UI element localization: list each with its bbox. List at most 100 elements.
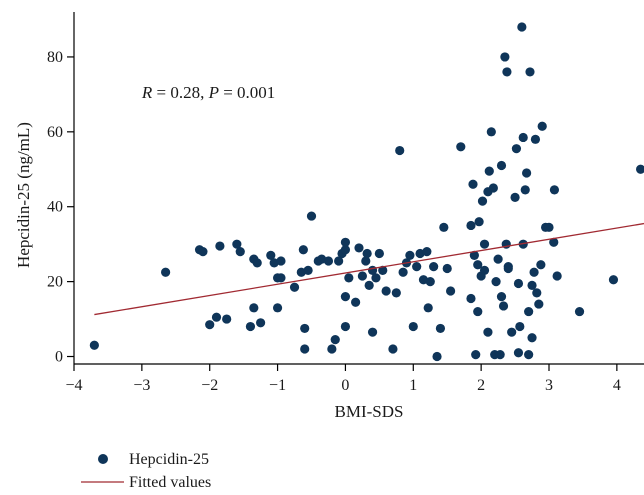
scatter-points xyxy=(89,22,644,362)
data-point xyxy=(303,265,313,275)
x-tick-label: 3 xyxy=(545,377,553,394)
data-point xyxy=(498,301,509,311)
y-axis-title: Hepcidin-25 (ng/mL) xyxy=(14,122,33,268)
data-point xyxy=(388,344,398,354)
data-point xyxy=(161,267,171,277)
data-point xyxy=(344,273,354,283)
data-point xyxy=(486,127,496,137)
data-point xyxy=(549,185,560,195)
data-point xyxy=(534,299,544,309)
x-axis-title: BMI-SDS xyxy=(335,402,404,421)
data-point xyxy=(513,278,524,289)
x-axis-ticks: −4 −3 −2 −1 0 1 2 3 4 xyxy=(65,364,621,394)
data-point xyxy=(439,222,449,232)
data-point xyxy=(552,271,562,281)
annotation-part: = 0.001 xyxy=(219,83,275,102)
data-point xyxy=(298,245,308,255)
data-point xyxy=(442,263,452,274)
data-point xyxy=(398,267,408,277)
data-point xyxy=(527,333,537,343)
data-point xyxy=(549,237,559,247)
data-point xyxy=(466,220,476,231)
data-point xyxy=(362,248,372,259)
data-point xyxy=(517,22,527,32)
data-point xyxy=(351,297,361,307)
data-point xyxy=(330,335,340,345)
data-point xyxy=(473,306,483,317)
data-point xyxy=(300,323,310,334)
data-point xyxy=(524,306,534,317)
legend: Hepcidin-25 Fitted values xyxy=(81,451,211,491)
data-point xyxy=(289,282,300,292)
data-point xyxy=(429,262,439,272)
x-tick-label: −4 xyxy=(65,377,82,394)
data-point xyxy=(300,344,310,354)
data-point xyxy=(469,250,479,261)
annotation-part: P xyxy=(208,83,219,102)
data-point xyxy=(473,260,483,270)
data-point xyxy=(513,348,524,358)
data-point xyxy=(503,263,513,274)
data-point xyxy=(544,222,554,232)
x-tick-label: 2 xyxy=(477,377,485,394)
data-point xyxy=(235,247,245,257)
y-tick-label: 20 xyxy=(47,274,63,291)
fitted-line xyxy=(94,222,644,316)
x-tick-label: −1 xyxy=(269,377,286,394)
data-point xyxy=(495,350,505,360)
data-point xyxy=(198,247,208,257)
data-point xyxy=(636,164,644,174)
data-point xyxy=(340,321,351,332)
data-point xyxy=(522,168,532,178)
data-point xyxy=(334,256,344,266)
data-point xyxy=(493,254,503,264)
data-point xyxy=(435,323,446,334)
data-point xyxy=(306,211,317,221)
data-point xyxy=(354,243,364,253)
y-tick-label: 0 xyxy=(55,349,63,366)
annotation-part: R xyxy=(141,83,153,102)
data-point xyxy=(205,320,215,330)
data-point xyxy=(529,267,539,277)
data-point xyxy=(511,144,522,154)
data-point xyxy=(536,260,546,270)
plot-area xyxy=(89,22,644,362)
data-point xyxy=(524,350,534,360)
data-point xyxy=(425,277,435,287)
data-point xyxy=(340,291,351,302)
data-point xyxy=(491,277,501,287)
data-point xyxy=(510,192,520,202)
data-point xyxy=(423,303,433,313)
correlation-annotation: R = 0.28, P = 0.001 xyxy=(141,83,275,102)
data-point xyxy=(232,239,242,249)
data-point xyxy=(432,351,442,362)
data-point xyxy=(502,67,512,77)
data-point xyxy=(422,247,432,257)
data-point xyxy=(266,250,276,261)
data-point xyxy=(446,286,456,296)
data-point xyxy=(364,280,374,290)
data-point xyxy=(367,327,378,337)
data-point xyxy=(215,241,225,251)
annotation-part: = 0.28, xyxy=(152,83,208,102)
y-axis-ticks: 0 20 40 60 80 xyxy=(47,49,74,366)
data-point xyxy=(272,303,283,313)
x-tick-label: −2 xyxy=(201,377,218,394)
y-tick-label: 40 xyxy=(47,199,63,216)
data-point xyxy=(530,134,541,144)
data-point xyxy=(574,306,585,317)
data-point xyxy=(408,321,418,332)
y-tick-label: 80 xyxy=(47,49,63,66)
data-point xyxy=(391,288,401,298)
data-point xyxy=(412,262,422,272)
data-point xyxy=(256,318,266,328)
data-point xyxy=(479,265,490,275)
data-point xyxy=(471,350,481,360)
data-point xyxy=(378,265,388,275)
data-point xyxy=(479,239,490,249)
data-point xyxy=(327,344,337,354)
data-point xyxy=(340,245,351,255)
data-point xyxy=(488,183,498,193)
legend-point-symbol xyxy=(98,454,108,464)
